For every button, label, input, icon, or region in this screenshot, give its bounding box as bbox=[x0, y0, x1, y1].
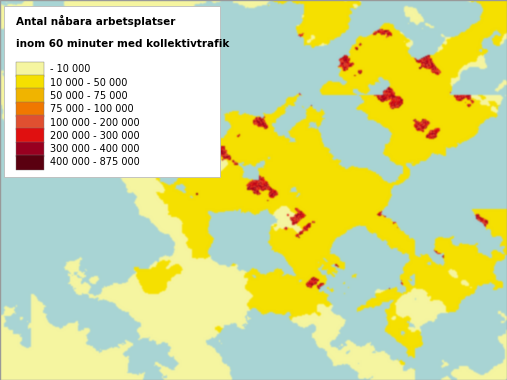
Text: 10 000 - 50 000: 10 000 - 50 000 bbox=[50, 78, 127, 88]
FancyBboxPatch shape bbox=[16, 115, 44, 130]
Text: 100 000 - 200 000: 100 000 - 200 000 bbox=[50, 117, 139, 128]
FancyBboxPatch shape bbox=[16, 89, 44, 104]
Text: 50 000 - 75 000: 50 000 - 75 000 bbox=[50, 91, 127, 101]
Text: 75 000 - 100 000: 75 000 - 100 000 bbox=[50, 104, 133, 114]
FancyBboxPatch shape bbox=[16, 141, 44, 157]
FancyBboxPatch shape bbox=[16, 128, 44, 144]
FancyBboxPatch shape bbox=[16, 62, 44, 77]
FancyBboxPatch shape bbox=[4, 6, 220, 177]
FancyBboxPatch shape bbox=[16, 155, 44, 170]
Text: 400 000 - 875 000: 400 000 - 875 000 bbox=[50, 157, 139, 168]
Text: inom 60 minuter med kollektivtrafik: inom 60 minuter med kollektivtrafik bbox=[16, 39, 229, 49]
Text: 300 000 - 400 000: 300 000 - 400 000 bbox=[50, 144, 139, 154]
Text: - 10 000: - 10 000 bbox=[50, 64, 90, 74]
Text: 200 000 - 300 000: 200 000 - 300 000 bbox=[50, 131, 139, 141]
FancyBboxPatch shape bbox=[16, 75, 44, 90]
FancyBboxPatch shape bbox=[16, 101, 44, 117]
Text: Antal nåbara arbetsplatser: Antal nåbara arbetsplatser bbox=[16, 14, 175, 27]
